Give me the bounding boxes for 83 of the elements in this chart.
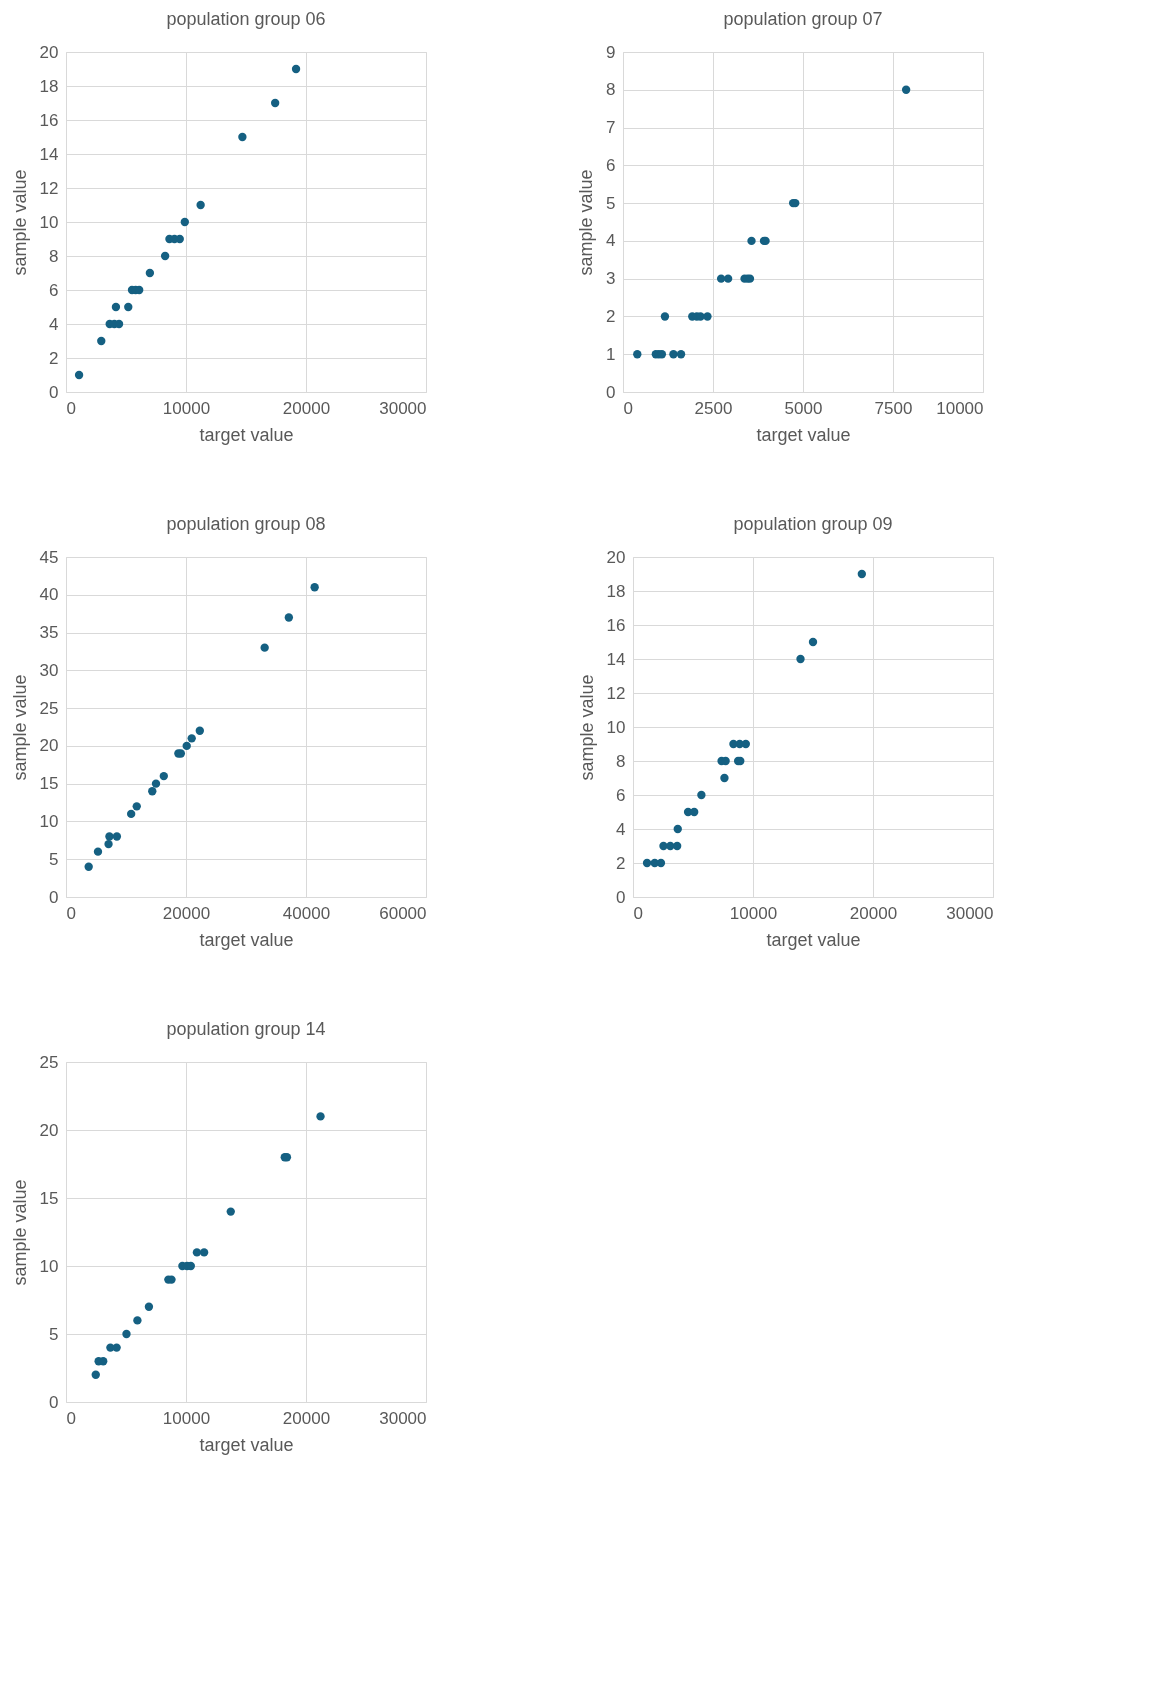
y-tick-label: 25 <box>39 698 59 718</box>
y-tick-label: 18 <box>39 76 59 96</box>
y-tick-label: 2 <box>49 348 59 368</box>
x-tick-label: 0 <box>633 903 643 923</box>
x-tick-label: 30000 <box>379 1408 427 1428</box>
y-tick-label: 0 <box>49 887 59 907</box>
x-tick-label: 30000 <box>379 398 427 418</box>
y-tick-label: 35 <box>39 623 59 643</box>
y-axis-title: sample value <box>9 169 30 276</box>
x-tick-label: 20000 <box>282 398 331 418</box>
y-tick-label: 20 <box>606 547 626 567</box>
y-tick-label: 7 <box>606 118 616 138</box>
x-tick-label: 30000 <box>946 903 994 923</box>
y-tick-label: 20 <box>39 42 59 62</box>
y-tick-label: 40 <box>39 585 59 605</box>
y-tick-label: 10 <box>606 717 626 737</box>
y-tick-label: 10 <box>39 212 59 232</box>
y-tick-label: 30 <box>39 660 59 680</box>
y-tick-label: 6 <box>616 785 626 805</box>
y-tick-label: 8 <box>49 246 59 266</box>
y-tick-label: 15 <box>39 1188 59 1208</box>
x-tick-label: 20000 <box>282 1408 331 1428</box>
y-tick-label: 5 <box>49 849 59 869</box>
x-axis-title: target value <box>199 424 294 445</box>
chart-title: population group 07 <box>723 9 883 29</box>
y-axis-title: sample value <box>9 674 30 781</box>
x-tick-label: 40000 <box>282 903 331 923</box>
y-tick-label: 10 <box>39 811 59 831</box>
chart-title: population group 06 <box>166 9 326 29</box>
x-tick-label: 10000 <box>162 398 211 418</box>
y-tick-label: 9 <box>606 42 616 62</box>
y-tick-label: 45 <box>39 547 59 567</box>
y-axis-title: sample value <box>576 674 597 781</box>
y-tick-label: 4 <box>616 819 626 839</box>
y-tick-label: 12 <box>39 178 59 198</box>
x-axis-title: target value <box>199 929 294 950</box>
y-axis-title: sample value <box>9 1179 30 1286</box>
y-tick-label: 2 <box>616 853 626 873</box>
y-tick-label: 10 <box>39 1256 59 1276</box>
y-tick-label: 1 <box>606 344 616 364</box>
x-tick-label: 7500 <box>874 398 913 418</box>
y-tick-label: 20 <box>39 736 59 756</box>
y-tick-label: 15 <box>39 774 59 794</box>
x-tick-label: 0 <box>66 398 76 418</box>
y-tick-label: 5 <box>606 193 616 213</box>
x-tick-label: 0 <box>66 1408 76 1428</box>
x-tick-label: 5000 <box>784 398 823 418</box>
x-axis-title: target value <box>756 424 851 445</box>
x-axis-title: target value <box>199 1434 294 1455</box>
y-tick-label: 25 <box>39 1052 59 1072</box>
y-tick-label: 20 <box>39 1120 59 1140</box>
y-tick-label: 2 <box>606 306 616 326</box>
y-tick-label: 4 <box>606 231 616 251</box>
y-tick-label: 0 <box>49 382 59 402</box>
x-tick-label: 10000 <box>162 1408 211 1428</box>
chart-title: population group 14 <box>166 1019 326 1039</box>
y-tick-label: 16 <box>606 615 626 635</box>
x-tick-label: 10000 <box>729 903 778 923</box>
y-tick-label: 0 <box>606 382 616 402</box>
y-tick-label: 16 <box>39 110 59 130</box>
y-tick-label: 8 <box>606 80 616 100</box>
y-tick-label: 4 <box>49 314 59 334</box>
chart-title: population group 09 <box>733 514 893 534</box>
chart-title: population group 08 <box>166 514 326 534</box>
x-tick-label: 2500 <box>694 398 733 418</box>
y-tick-label: 8 <box>616 751 626 771</box>
y-tick-label: 3 <box>606 269 616 289</box>
y-tick-label: 0 <box>49 1392 59 1412</box>
y-tick-label: 12 <box>606 683 626 703</box>
x-tick-label: 10000 <box>936 398 984 418</box>
x-axis-title: target value <box>766 929 861 950</box>
x-tick-label: 60000 <box>379 903 427 923</box>
y-tick-label: 0 <box>616 887 626 907</box>
x-tick-label: 0 <box>66 903 76 923</box>
y-tick-label: 14 <box>39 144 59 164</box>
y-tick-label: 6 <box>49 280 59 300</box>
y-tick-label: 5 <box>49 1324 59 1344</box>
y-axis-title: sample value <box>576 169 597 276</box>
y-tick-label: 14 <box>606 649 626 669</box>
x-tick-label: 20000 <box>162 903 211 923</box>
x-tick-label: 20000 <box>849 903 898 923</box>
y-tick-label: 18 <box>606 581 626 601</box>
y-tick-label: 6 <box>606 155 616 175</box>
